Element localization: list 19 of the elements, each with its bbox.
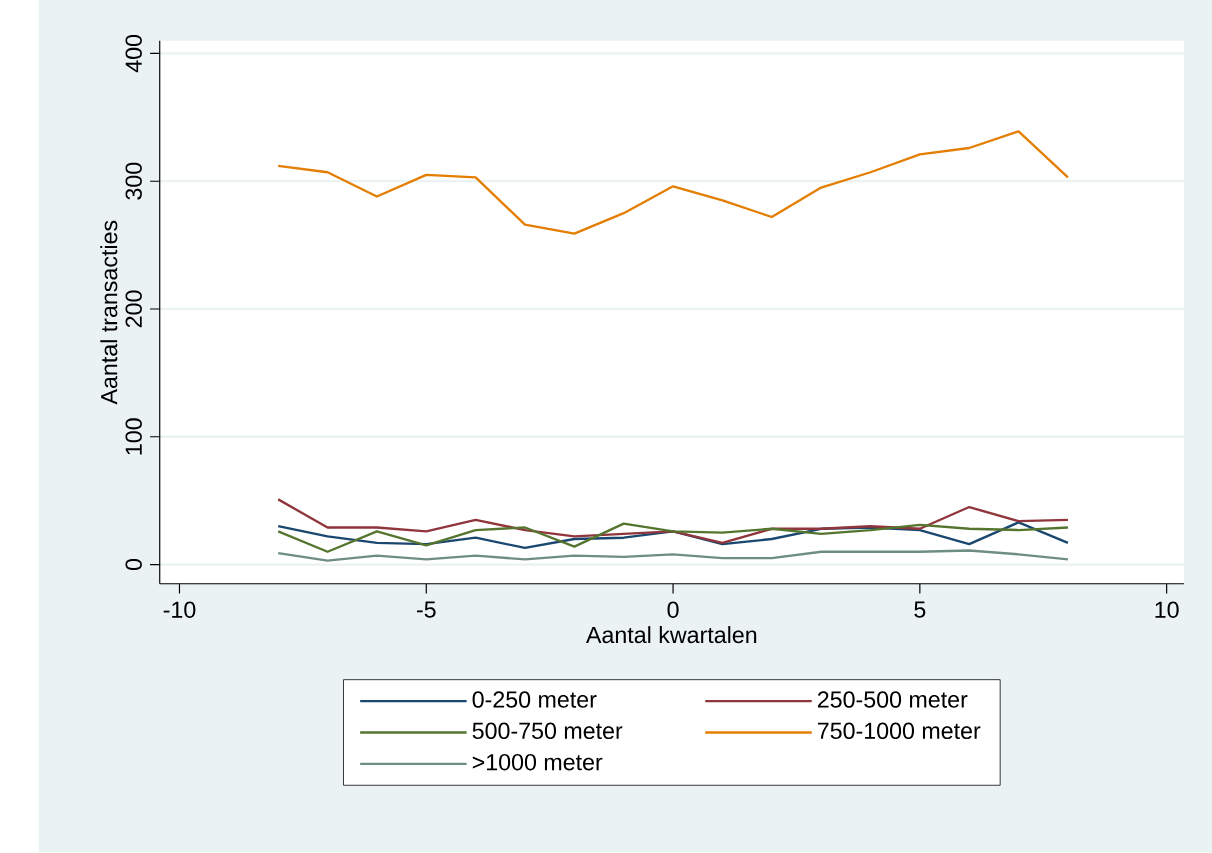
legend-label: >1000 meter (472, 754, 603, 771)
y-tick-label: 100 (125, 418, 142, 455)
line-series (277, 130, 1070, 235)
legend-label: 0-250 meter (472, 691, 597, 708)
legend-label: 500-750 meter (472, 722, 623, 740)
x-tick-label: -10 (163, 601, 196, 619)
y-tick-label: 0 (125, 559, 142, 571)
y-tick-label: 300 (125, 162, 142, 200)
x-tick-label: 10 (1155, 601, 1179, 619)
y-tick-label: 400 (125, 35, 142, 73)
y-tick-label: 200 (125, 290, 142, 328)
legend-label: 250-500 meter (817, 691, 968, 708)
x-tick-label: -5 (416, 601, 436, 618)
legend-label: 750-1000 meter (817, 722, 981, 740)
line-series (277, 498, 1070, 545)
x-axis-title: Aantal kwartalen (585, 626, 757, 644)
x-tick-label: 0 (667, 601, 679, 619)
x-tick-label: 5 (914, 601, 926, 618)
y-axis-title: Aantal transacties (100, 220, 118, 405)
